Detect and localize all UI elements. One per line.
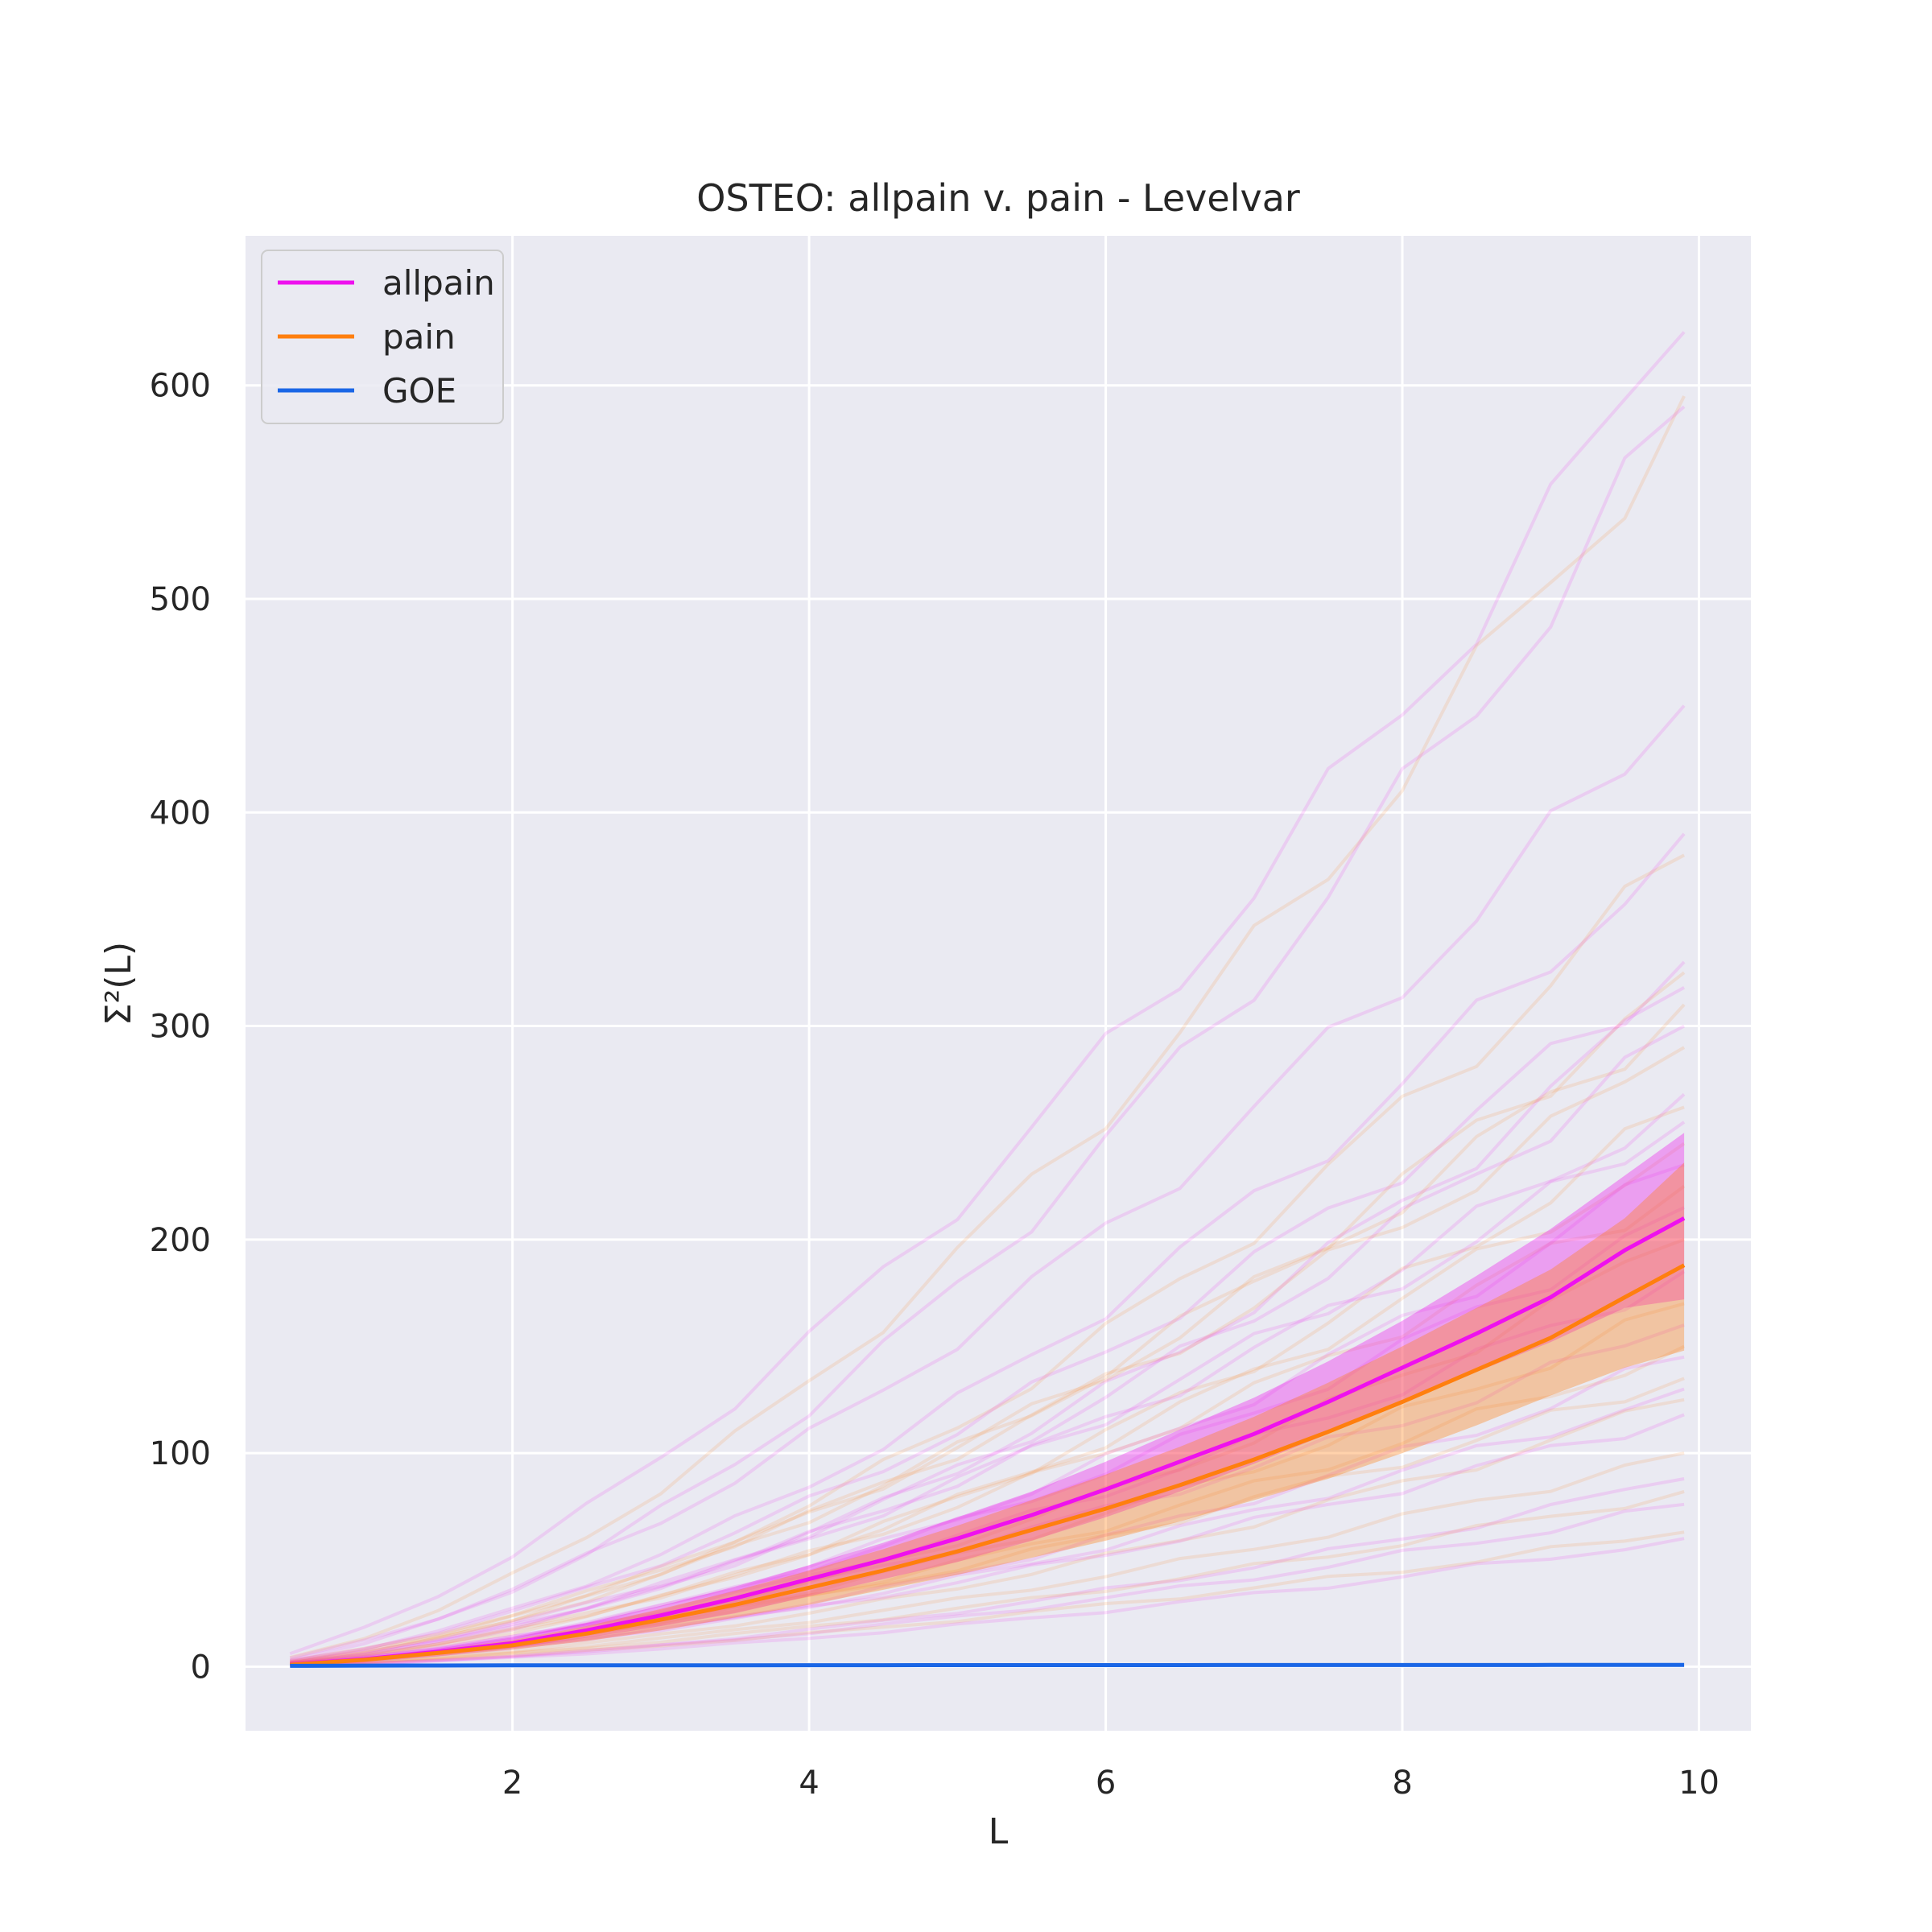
individual-curve bbox=[290, 1092, 1686, 1665]
legend-label: pain bbox=[382, 317, 456, 357]
individual-curve bbox=[290, 1269, 1686, 1666]
x-tick-label: 8 bbox=[1392, 1765, 1412, 1802]
band-pain bbox=[290, 1162, 1685, 1666]
individual-curve bbox=[289, 1046, 1686, 1662]
individual-curve bbox=[290, 1163, 1685, 1666]
chart-title: OSTEO: allpain v. pain - Levelvar bbox=[696, 176, 1300, 220]
individual-curve bbox=[290, 1502, 1685, 1668]
legend-items: allpain pain GOE bbox=[278, 263, 495, 411]
y-tick-label: 400 bbox=[150, 795, 211, 832]
series-line-pain bbox=[290, 1263, 1686, 1667]
individual-curve bbox=[290, 1121, 1686, 1664]
y-tick-label: 300 bbox=[150, 1009, 211, 1046]
individual-curve bbox=[289, 704, 1686, 1660]
x-tick-label: 10 bbox=[1678, 1765, 1719, 1802]
individual-curve bbox=[290, 1537, 1685, 1668]
grid bbox=[246, 236, 1751, 1731]
y-tick-label: 0 bbox=[191, 1649, 211, 1686]
y-tick-labels: 0 100 200 300 400 500 600 bbox=[150, 368, 211, 1686]
individual-curve bbox=[289, 395, 1686, 1659]
individual-curves bbox=[289, 331, 1686, 1668]
plot-background bbox=[246, 236, 1751, 1731]
individual-curve bbox=[290, 1530, 1685, 1667]
individual-curve bbox=[290, 1451, 1685, 1667]
legend: allpain pain GOE bbox=[261, 250, 504, 424]
y-tick-label: 500 bbox=[150, 581, 211, 618]
legend-label: allpain bbox=[382, 263, 495, 303]
individual-curve bbox=[290, 1397, 1685, 1667]
individual-curve bbox=[290, 986, 1686, 1666]
y-tick-label: 200 bbox=[150, 1222, 211, 1259]
y-tick-label: 600 bbox=[150, 368, 211, 405]
individual-curve bbox=[290, 1387, 1685, 1667]
individual-curve bbox=[290, 971, 1686, 1664]
y-axis-label: Σ²(L) bbox=[98, 942, 139, 1026]
individual-curve bbox=[289, 960, 1686, 1662]
individual-curve bbox=[290, 1003, 1686, 1663]
individual-curve bbox=[289, 832, 1686, 1663]
x-axis-label: L bbox=[989, 1811, 1009, 1852]
individual-curve bbox=[290, 1355, 1685, 1667]
y-tick-label: 100 bbox=[150, 1435, 211, 1472]
series-lines bbox=[290, 1216, 1686, 1668]
individual-curve bbox=[290, 1105, 1685, 1666]
legend-frame bbox=[261, 250, 504, 424]
x-tick-label: 4 bbox=[799, 1765, 819, 1802]
individual-curve bbox=[289, 405, 1686, 1662]
x-tick-labels: 2 4 6 8 10 bbox=[502, 1765, 1719, 1802]
individual-curve bbox=[290, 1206, 1685, 1666]
individual-curve bbox=[290, 1024, 1686, 1665]
legend-label: GOE bbox=[382, 371, 456, 411]
individual-curve bbox=[290, 1477, 1685, 1668]
series-line-goe bbox=[290, 1662, 1685, 1668]
series-line-allpain bbox=[290, 1216, 1686, 1667]
individual-curve bbox=[290, 853, 1686, 1665]
x-tick-label: 6 bbox=[1096, 1765, 1116, 1802]
individual-curve bbox=[290, 1141, 1686, 1665]
individual-curve bbox=[289, 331, 1686, 1656]
x-tick-label: 2 bbox=[502, 1765, 522, 1802]
individual-curve bbox=[290, 1489, 1685, 1667]
individual-curve bbox=[290, 1184, 1686, 1665]
